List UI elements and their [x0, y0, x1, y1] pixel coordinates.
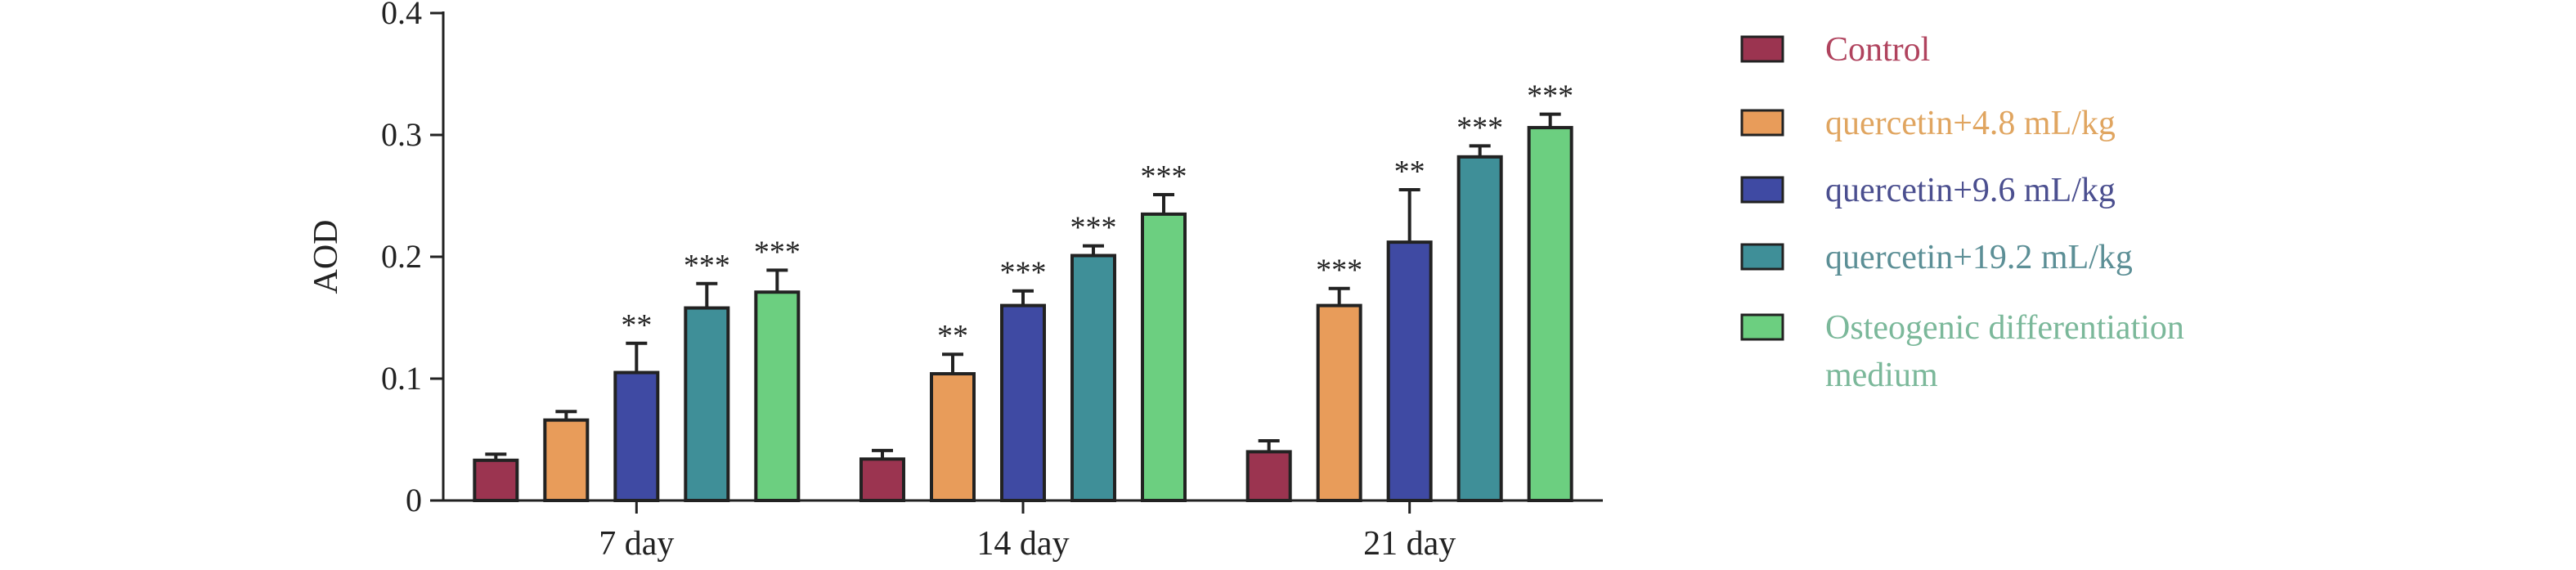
x-tick-label: 7 day: [599, 525, 674, 563]
bar: [930, 372, 976, 503]
significance-label: ***: [754, 235, 801, 269]
significance-label: ***: [1456, 110, 1503, 145]
bar: [1000, 303, 1046, 502]
bar: [1245, 450, 1292, 503]
y-tick-label: 0: [406, 482, 422, 518]
significance-label: **: [621, 308, 652, 343]
significance-label: ***: [1316, 254, 1362, 288]
legend-swatch: [1740, 176, 1784, 204]
y-tick-label: 0.4: [381, 0, 422, 31]
bar: [1141, 212, 1187, 502]
bar: [1070, 254, 1116, 502]
y-tick-label: 0.2: [381, 238, 422, 275]
significance-label: **: [1394, 155, 1425, 189]
legend-swatch: [1740, 313, 1784, 341]
legend-swatch: [1740, 35, 1784, 63]
bar: [1456, 155, 1503, 502]
significance-label: ***: [684, 249, 730, 283]
significance-label: ***: [1000, 256, 1047, 290]
significance-label: **: [937, 319, 968, 353]
legend-label: quercetin+4.8 mL/kg: [1825, 105, 2116, 142]
significance-label: ***: [1527, 79, 1573, 114]
legend-label: quercetin+19.2 mL/kg: [1825, 239, 2133, 276]
bar: [473, 458, 519, 503]
bar: [684, 306, 730, 502]
bar: [1527, 126, 1573, 502]
x-tick-label: 21 day: [1363, 525, 1456, 563]
bar: [1386, 240, 1433, 502]
legend-label: Control: [1825, 31, 1930, 69]
y-tick-label: 0.3: [381, 116, 422, 153]
legend-swatch: [1740, 243, 1784, 271]
bar: [754, 290, 801, 502]
legend: Control quercetin+4.8 mL/kg quercetin+9.6 …: [1740, 31, 2184, 394]
bar: [543, 418, 590, 502]
x-tick-label: 14 day: [976, 525, 1069, 563]
significance-label: ***: [1070, 211, 1117, 245]
y-axis: 0 0.1 0.2 0.3 0.4 AOD: [307, 0, 445, 518]
legend-swatch: [1740, 109, 1784, 137]
y-axis-title: AOD: [307, 220, 345, 294]
bar: [613, 370, 660, 502]
significance-label: ***: [1141, 159, 1187, 194]
bar: [1316, 303, 1362, 502]
legend-label: quercetin+9.6 mL/kg: [1825, 172, 2116, 209]
bar: [859, 457, 905, 503]
y-tick-label: 0.1: [381, 360, 422, 397]
bars: ***** *************************: [473, 79, 1573, 503]
legend-label: Osteogenic differentiation medium: [1825, 309, 2184, 394]
x-axis: 7 day 14 day 21 day: [443, 499, 1603, 563]
